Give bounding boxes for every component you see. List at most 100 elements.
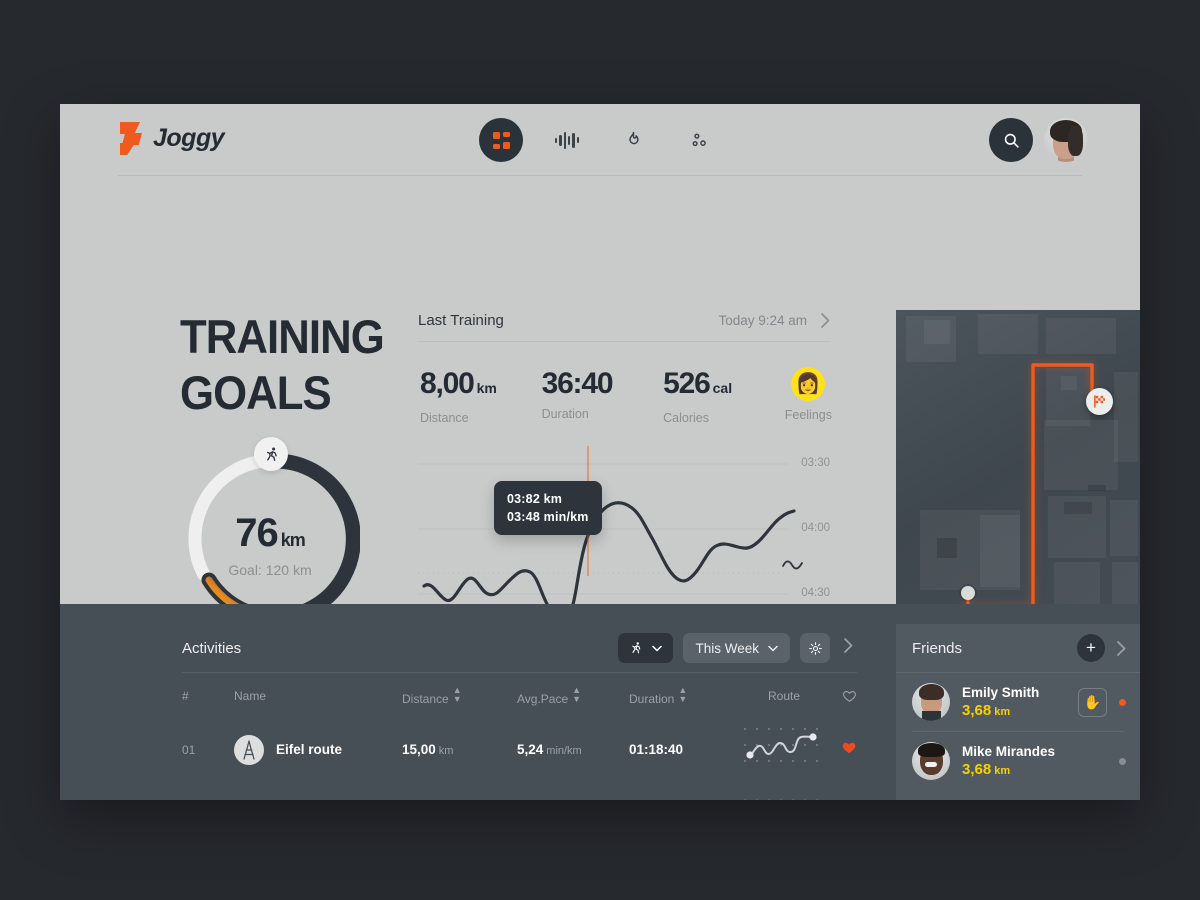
route-start-marker: [961, 586, 975, 600]
avatar: [912, 683, 950, 721]
row-name-cell: Eifel route: [234, 715, 402, 784]
flame-icon: [628, 131, 639, 144]
chart-tooltip: 03:82 km 03:48 min/km: [494, 481, 602, 535]
goal-distance-value: 76 km: [235, 511, 306, 555]
dashboard-grid-icon: [492, 131, 510, 149]
friend-distance: 3,68 km: [962, 761, 1011, 778]
col-duration[interactable]: Duration▲ ▼: [629, 685, 688, 707]
row-route[interactable]: [739, 715, 829, 784]
col-favorite: [829, 673, 857, 715]
row-index: 01: [182, 742, 196, 757]
route-path: [965, 362, 1095, 609]
col-route: Route: [767, 689, 801, 703]
y-tick-1: 04:00: [801, 522, 830, 534]
col-pace[interactable]: Avg.Pace▲ ▼: [517, 685, 582, 707]
friend-name: Mike Mirandes: [962, 744, 1056, 759]
last-training-time: Today 9:24 am: [718, 313, 807, 328]
row-name: Eifel route: [276, 742, 343, 757]
joggy-logo-icon: [118, 122, 144, 155]
route-finish-marker[interactable]: [1086, 388, 1113, 415]
running-icon: [266, 447, 277, 461]
friends-title: Friends: [912, 639, 963, 657]
brand-name: Joggy: [153, 123, 225, 152]
last-training-header: Last Training Today 9:24 am: [418, 312, 830, 329]
last-training-divider: [418, 341, 830, 342]
last-training-title: Last Training: [418, 312, 504, 329]
friend-item[interactable]: Emily Smith 3,68 km ✋: [896, 673, 1140, 731]
nav-calories-button[interactable]: [611, 118, 655, 162]
row-route[interactable]: [739, 784, 829, 800]
activities-table-head: # Name Distance▲ ▼ Avg.Pace▲ ▼ Duration▲ ▼ …: [182, 673, 857, 715]
stat-feelings[interactable]: 👩 Feelings: [785, 367, 832, 425]
page-title: TRAINING GOALS: [180, 309, 385, 421]
nav-activity-button[interactable]: [545, 118, 589, 162]
row-pace: 4,56min/km: [517, 784, 629, 800]
feelings-emoji: 👩: [791, 367, 826, 401]
stat-calories: 526 cal Calories: [663, 367, 733, 425]
dashboard-top-section: Joggy: [60, 104, 1140, 675]
scatter-dots-icon: [692, 133, 706, 146]
row-distance: 12,50km: [402, 784, 517, 800]
row-favorite[interactable]: [829, 784, 857, 800]
stat-duration: 36:40 Duration: [541, 367, 614, 421]
main-nav: [479, 118, 721, 162]
checkered-flag-icon: [1094, 395, 1106, 408]
period-filter-label: This Week: [695, 640, 759, 656]
wave-at-friend-button[interactable]: ✋: [1078, 687, 1107, 717]
app-window: Joggy: [60, 104, 1140, 800]
activities-table-body: 01 Eifel route 15,00 km: [182, 715, 857, 800]
running-icon: [632, 642, 641, 654]
average-wave-icon: [782, 560, 803, 570]
friends-header: Friends +: [896, 624, 1140, 673]
running-badge: [254, 437, 288, 471]
page-title-line2: GOALS: [180, 366, 332, 419]
chevron-right-icon: [821, 313, 830, 328]
activities-settings-button[interactable]: [800, 633, 830, 663]
user-avatar[interactable]: [1044, 118, 1088, 162]
search-button[interactable]: [989, 118, 1033, 162]
activity-type-filter[interactable]: [618, 633, 674, 663]
page-title-line1: TRAINING: [180, 310, 385, 363]
friends-expand-icon[interactable]: [1117, 640, 1126, 656]
avatar: [912, 742, 950, 780]
status-badge: [1119, 757, 1126, 765]
activities-toolbar: This Week: [618, 633, 857, 663]
col-distance[interactable]: Distance▲ ▼: [402, 685, 462, 707]
top-navigation-bar: Joggy: [60, 104, 1140, 174]
row-favorite[interactable]: [829, 715, 857, 784]
activities-table: # Name Distance▲ ▼ Avg.Pace▲ ▼ Duration▲ ▼ …: [182, 673, 857, 800]
period-filter[interactable]: This Week: [683, 633, 790, 663]
heart-filled-icon: [842, 742, 856, 753]
stat-distance: 8,00 km Distance: [420, 367, 497, 425]
chevron-down-icon: [768, 645, 778, 651]
friend-item[interactable]: Mike Mirandes 3,68 km: [896, 732, 1140, 790]
y-tick-0: 03:30: [801, 457, 830, 469]
row-duration: 01:18:40: [629, 742, 684, 757]
activities-panel: Activities This Week: [182, 624, 857, 800]
last-training-time-link[interactable]: Today 9:24 am: [718, 313, 830, 328]
chevron-down-icon: [652, 645, 663, 651]
row-duration: 01:02:35: [629, 784, 739, 800]
waveform-icon: [554, 131, 580, 149]
table-row[interactable]: 01 Eifel route 15,00 km: [182, 715, 857, 784]
nav-stats-button[interactable]: [677, 118, 721, 162]
friend-distance: 3,68 km: [962, 702, 1011, 719]
route-sparkline: [744, 728, 818, 762]
training-stats: 8,00 km Distance 36:40 Duration 526 cal Ca…: [420, 367, 832, 425]
chevron-right-icon: [844, 638, 853, 653]
friends-panel: Friends + Emily Smith 3,68 km ✋: [896, 624, 1140, 800]
goal-values: 76 km Goal: 120 km: [180, 511, 360, 578]
add-friend-button[interactable]: +: [1077, 634, 1105, 662]
row-name-cell: Parque Monceau: [234, 784, 402, 800]
activities-expand-button[interactable]: [840, 638, 857, 658]
header-tools: [989, 118, 1088, 162]
activities-header: Activities This Week: [182, 624, 857, 673]
status-badge: [1119, 698, 1126, 706]
search-icon: [1004, 133, 1019, 148]
tooltip-pace: 03:48 min/km: [507, 510, 589, 524]
table-row[interactable]: 02 Parque Monceau 12,50km 4,56min/km 01:…: [182, 784, 857, 800]
gear-icon: [808, 641, 822, 655]
brand-logo[interactable]: Joggy: [118, 122, 225, 155]
heart-outline-icon: [843, 690, 856, 702]
nav-dashboard-button[interactable]: [479, 118, 523, 162]
